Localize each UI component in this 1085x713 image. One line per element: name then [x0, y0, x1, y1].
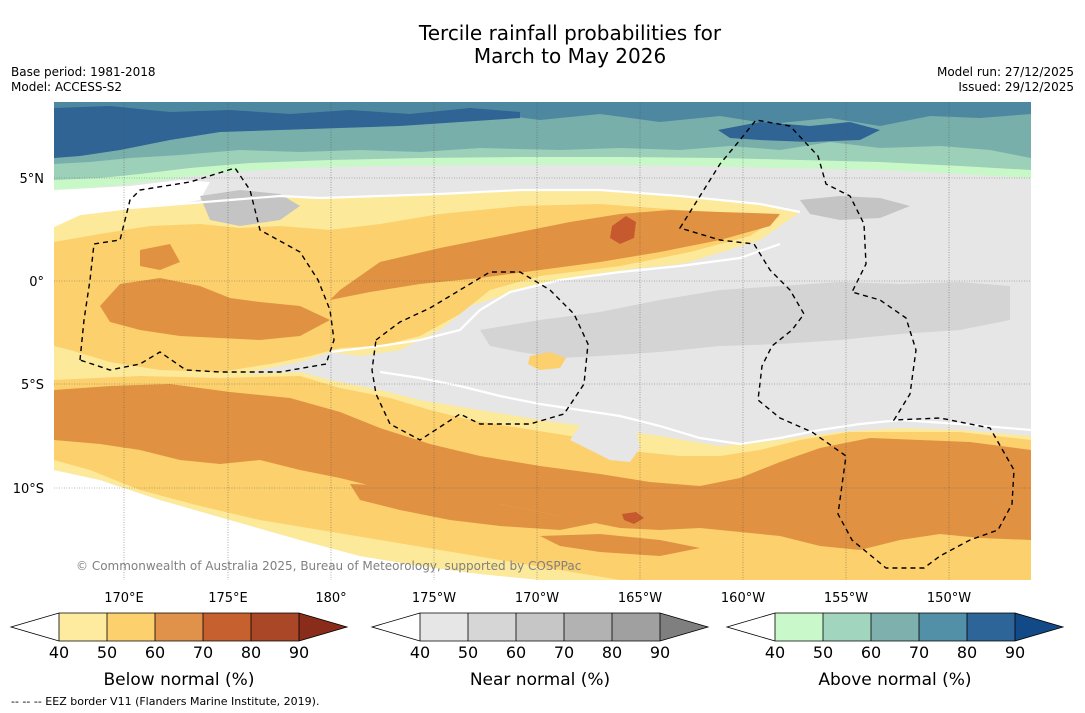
lon-label-160w: 160°W	[721, 591, 765, 606]
lon-label-180: 180°	[315, 591, 346, 606]
above-70-band	[54, 102, 1031, 146]
colorbar-above-bin-40-50	[775, 613, 823, 641]
map-panel	[54, 102, 1031, 580]
colorbar-above-tick-80: 80	[957, 643, 977, 662]
colorbar-near-under	[372, 613, 420, 641]
eez-border-kiribati-gilbert	[79, 167, 335, 373]
base-period: Base period: 1981-2018	[11, 65, 156, 79]
below-60-patch-south-1	[350, 484, 600, 530]
colorbar-above-tick-70: 70	[909, 643, 929, 662]
colorbar-near-tick-50: 50	[458, 643, 478, 662]
eez-footnote: -- -- -- EEZ border V11 (Flanders Marine…	[11, 695, 320, 708]
near-normal-darker-central	[480, 282, 1010, 358]
colorbar-below-outline	[9, 612, 349, 642]
colorbar-above-over	[1015, 613, 1063, 641]
colorbar-above-outline	[725, 612, 1065, 642]
eez-border-phoenix	[678, 119, 1015, 569]
colorbar-below-bin-70-80	[203, 613, 251, 641]
contour-near-below-central	[329, 242, 781, 354]
colorbar-above-bin-50-60	[823, 613, 871, 641]
colorbar-near-tick-90: 90	[650, 643, 670, 662]
colorbar-below-bin-80-90	[251, 613, 299, 641]
lat-label-10s: 10°S	[13, 482, 44, 497]
colorbar-below-bin-40-50	[59, 613, 107, 641]
near-normal-darker-north	[200, 190, 300, 226]
colorbar-above-tick-40: 40	[765, 643, 785, 662]
colorbar-above-tick-60: 60	[861, 643, 881, 662]
colorbar-near-bin-60-70	[516, 613, 564, 641]
colorbar-above-normal: 40 50 60 70 80 90 Above normal (%)	[725, 612, 1065, 690]
title-line-1: Tercile rainfall probabilities for	[418, 21, 722, 45]
map-credit: © Commonwealth of Australia 2025, Bureau…	[76, 559, 581, 573]
colorbar-near-normal: 40 50 60 70 80 90 Near normal (%)	[370, 612, 710, 690]
above-80-patch-east	[718, 122, 880, 142]
lat-label-0: 0°	[29, 275, 44, 290]
colorbar-near-tick-80: 80	[602, 643, 622, 662]
model-run: Model run: 27/12/2025	[936, 65, 1074, 79]
colorbar-below-bin-60-70	[155, 613, 203, 641]
colorbar-near-tick-70: 70	[554, 643, 574, 662]
lat-label-5n: 5°N	[20, 172, 45, 187]
colorbar-below-over	[299, 613, 347, 641]
map-title: Tercile rainfall probabilities for March…	[0, 22, 1085, 68]
colorbar-above-bin-80-90	[967, 613, 1015, 641]
colorbar-above-under	[727, 613, 775, 641]
lon-label-175e: 175°E	[208, 591, 248, 606]
colorbar-near-over	[660, 613, 708, 641]
colorbar-near-bin-40-50	[420, 613, 468, 641]
lon-label-175w: 175°W	[412, 591, 456, 606]
below-50-patch-inner	[528, 352, 566, 370]
contour-near-below-south	[379, 370, 1031, 446]
lon-label-150w: 150°W	[927, 591, 971, 606]
below-70-patch-equatorial	[610, 216, 636, 244]
below-60-patch-west-1	[100, 278, 330, 340]
lat-label-5s: 5°S	[21, 378, 44, 393]
colorbar-near-bin-80-90	[612, 613, 660, 641]
near-normal-darker-east	[800, 196, 910, 220]
colorbar-above-title: Above normal (%)	[818, 670, 971, 690]
colorbar-above-tick-50: 50	[813, 643, 833, 662]
no-signal-south	[54, 470, 540, 580]
colorbar-above-tick-90: 90	[1005, 643, 1025, 662]
below-60-band-equatorial	[330, 210, 780, 300]
colorbar-near-tick-60: 60	[506, 643, 526, 662]
colorbar-below-tick-80: 80	[241, 643, 261, 662]
colorbar-below-tick-90: 90	[289, 643, 309, 662]
colorbar-above-bin-60-70	[871, 613, 919, 641]
colorbar-below-bin-50-60	[107, 613, 155, 641]
colorbar-near-bin-70-80	[564, 613, 612, 641]
colorbar-near-bin-50-60	[468, 613, 516, 641]
colorbar-near-tick-40: 40	[410, 643, 430, 662]
below-70-patch-south	[622, 512, 644, 524]
colorbar-below-under	[11, 613, 59, 641]
issued-date: Issued: 29/12/2025	[958, 80, 1074, 94]
graticule	[54, 102, 1031, 580]
above-80-band	[54, 106, 520, 158]
colorbar-below-tick-70: 70	[193, 643, 213, 662]
meta-right: Model run: 27/12/2025 Issued: 29/12/2025	[937, 65, 1074, 95]
colorbar-above-bin-70-80	[919, 613, 967, 641]
lon-label-165w: 165°W	[618, 591, 662, 606]
colorbar-below-tick-40: 40	[49, 643, 69, 662]
lon-label-170w: 170°W	[515, 591, 559, 606]
contour-near-below-north	[54, 188, 801, 227]
colorbar-below-normal: 40 50 60 70 80 90 Below normal (%)	[9, 612, 349, 690]
below-60-patch-west-2	[140, 244, 180, 270]
model-name: Model: ACCESS-S2	[11, 80, 123, 94]
below-60-band-southwest	[54, 384, 1031, 550]
lon-label-155w: 155°W	[824, 591, 868, 606]
below-60-patch-south-2	[540, 534, 700, 556]
colorbar-below-tick-60: 60	[145, 643, 165, 662]
colorbar-near-outline	[370, 612, 710, 642]
near-normal-patch-south	[570, 420, 640, 462]
meta-left: Base period: 1981-2018 Model: ACCESS-S2	[11, 65, 156, 95]
title-line-2: March to May 2026	[473, 44, 667, 68]
colorbar-below-title: Below normal (%)	[104, 670, 255, 690]
colorbar-near-title: Near normal (%)	[470, 670, 610, 690]
colorbar-below-tick-50: 50	[97, 643, 117, 662]
lon-label-170e: 170°E	[104, 591, 144, 606]
